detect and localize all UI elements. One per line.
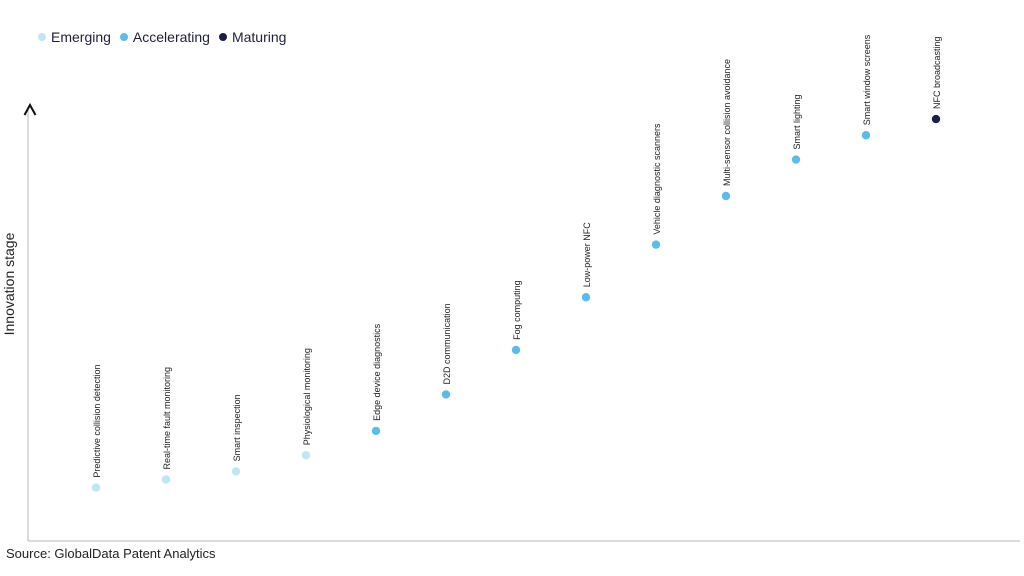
data-point: Fog computing bbox=[511, 280, 522, 355]
data-point: D2D communication bbox=[441, 303, 452, 399]
point-marker bbox=[511, 345, 521, 355]
point-marker bbox=[301, 451, 311, 460]
point-label: Multi-sensor collision avoidance bbox=[722, 59, 732, 186]
legend-label: Maturing bbox=[231, 29, 287, 45]
legend-item-emerging: Emerging bbox=[38, 29, 111, 45]
data-point: NFC broadcasting bbox=[931, 37, 942, 124]
legend-swatch bbox=[38, 33, 46, 41]
point-label: D2D communication bbox=[442, 303, 452, 384]
legend-swatch bbox=[218, 33, 227, 41]
data-point: Real-time fault monitoring bbox=[161, 367, 172, 484]
data-point: Smart lighting bbox=[791, 95, 802, 164]
data-point: Smart inspection bbox=[231, 394, 242, 476]
legend-item-accelerating: Accelerating bbox=[119, 29, 210, 45]
legend-label: Emerging bbox=[51, 29, 111, 45]
point-marker bbox=[581, 293, 591, 302]
chart-axes bbox=[23, 102, 1020, 542]
source-note: Source: GlobalData Patent Analytics bbox=[6, 546, 216, 561]
y-axis-label: Innovation stage bbox=[1, 232, 17, 335]
point-marker bbox=[721, 191, 731, 201]
point-marker bbox=[441, 390, 451, 399]
data-point: Vehicle diagnostic scanners bbox=[651, 123, 662, 249]
point-marker bbox=[161, 475, 171, 484]
point-label: Physiological monitoring bbox=[302, 348, 312, 445]
point-marker bbox=[371, 426, 381, 436]
data-point: Multi-sensor collision avoidance bbox=[721, 59, 732, 201]
data-point: Edge device diagnostics bbox=[371, 323, 382, 436]
legend-item-maturing: Maturing bbox=[218, 29, 287, 45]
point-marker bbox=[931, 114, 941, 124]
data-point: Low-power NFC bbox=[581, 222, 592, 302]
point-marker bbox=[861, 131, 871, 140]
chart-points: Predictive collision detection Real-time … bbox=[91, 34, 942, 492]
point-label: Smart inspection bbox=[232, 394, 242, 461]
point-label: Low-power NFC bbox=[582, 222, 592, 288]
point-marker bbox=[651, 240, 661, 249]
data-point: Physiological monitoring bbox=[301, 348, 312, 460]
data-point: Predictive collision detection bbox=[91, 365, 102, 492]
point-label: Smart window screens bbox=[862, 34, 872, 125]
y-axis-arrow-icon bbox=[23, 102, 37, 116]
point-label: Vehicle diagnostic scanners bbox=[652, 123, 662, 235]
point-marker bbox=[791, 155, 801, 164]
point-label: Predictive collision detection bbox=[92, 365, 102, 478]
point-label: Real-time fault monitoring bbox=[162, 367, 172, 470]
point-label: Smart lighting bbox=[792, 95, 802, 150]
point-label: Edge device diagnostics bbox=[372, 323, 382, 421]
point-marker bbox=[231, 467, 241, 476]
point-marker bbox=[91, 483, 101, 492]
point-label: NFC broadcasting bbox=[932, 37, 942, 110]
chart-legend: Emerging Accelerating Maturing bbox=[38, 29, 295, 45]
legend-label: Accelerating bbox=[132, 29, 210, 45]
legend-swatch bbox=[119, 33, 128, 41]
point-label: Fog computing bbox=[512, 280, 522, 340]
data-point: Smart window screens bbox=[861, 34, 872, 140]
